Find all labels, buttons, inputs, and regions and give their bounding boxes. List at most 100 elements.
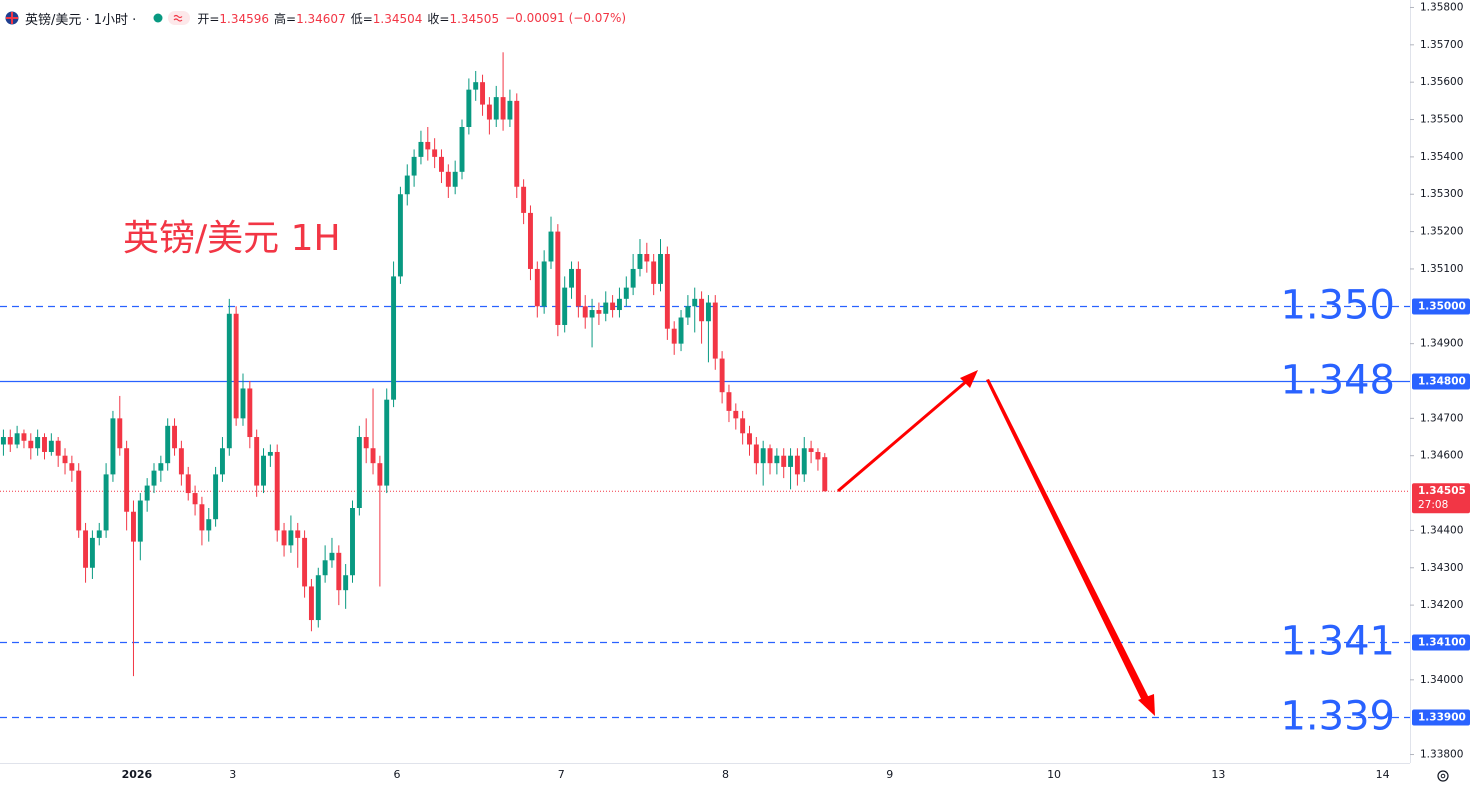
candle-body [548, 231, 554, 262]
approx-badge [168, 11, 191, 25]
candle-body [137, 500, 143, 542]
candle-body [671, 328, 677, 344]
arrow-down-head [1138, 694, 1155, 716]
level-label: 1.339 [1280, 694, 1395, 740]
y-tick-label: 1.35700 [1420, 39, 1463, 51]
candle-body [158, 463, 164, 471]
ohlc-label: 低= [350, 11, 373, 26]
x-tick-label: 6 [393, 768, 400, 781]
candle-body [712, 302, 718, 359]
candle-body [69, 463, 75, 471]
candle-body [89, 537, 95, 568]
candle-body [596, 310, 602, 314]
candle-body [486, 104, 492, 120]
legend-header: 英镑/美元 · 1小时 · 开=1.34596 高=1.34607 低=1.3450… [0, 8, 626, 28]
candle-body [685, 306, 691, 318]
candle-body [767, 448, 773, 464]
change: −0.00091 (−0.07%) [505, 11, 627, 25]
y-tick-label: 1.34900 [1420, 338, 1463, 350]
candle-body [48, 440, 54, 452]
flag-cross [6, 12, 18, 24]
candle-body [0, 437, 6, 445]
candle-body [267, 451, 273, 456]
x-tick-label: 3 [229, 768, 236, 781]
candle-body [541, 261, 547, 307]
candle-body [76, 470, 82, 531]
x-tick-label: 7 [558, 768, 565, 781]
market-open-dot [153, 13, 163, 23]
candle-body [733, 410, 739, 419]
candle-body [452, 171, 458, 187]
candle-body [397, 194, 403, 277]
overlay: 英镑/美元 1H [123, 218, 1155, 716]
candle-body [534, 268, 540, 307]
candle-body [110, 418, 116, 475]
candle-body [760, 448, 766, 464]
candle-body [699, 298, 705, 322]
approx-sign [173, 14, 183, 22]
candle-body [411, 156, 417, 176]
candle-body [527, 212, 533, 269]
candle-body [418, 141, 424, 157]
candle-body [808, 448, 814, 452]
x-tick-label: 8 [722, 768, 729, 781]
y-tick-label: 1.34600 [1420, 450, 1463, 462]
level-badge [1412, 373, 1470, 390]
candle-body [55, 440, 61, 456]
ohlc: 开=1.34596 高=1.34607 低=1.34504 收=1.34505 [192, 10, 499, 27]
ohlc-label: 收= [427, 11, 450, 26]
candle-body [62, 455, 68, 464]
level-badge-label: 1.34800 [1418, 376, 1466, 388]
y-tick-label: 1.34000 [1420, 674, 1463, 686]
y-tick-label: 1.35600 [1420, 76, 1463, 88]
candle-body [815, 451, 821, 460]
candle-body [781, 455, 787, 467]
candle-body [302, 537, 308, 587]
arrow-down-shaft [986, 379, 1150, 703]
candle-body [740, 418, 746, 434]
candle-body [678, 317, 684, 344]
y-tick-label: 1.33800 [1420, 749, 1463, 761]
candle-body [521, 186, 527, 213]
countdown-label: 27:08 [1418, 499, 1448, 511]
candle-body [151, 470, 157, 486]
candle-body [254, 437, 260, 486]
last-price-label: 1.34505 [1418, 485, 1466, 497]
candle-body [719, 358, 725, 393]
candle-body [658, 254, 663, 284]
candle-body [42, 437, 47, 452]
y-tick-label: 1.35800 [1420, 1, 1463, 13]
candle-body [144, 485, 150, 501]
candle-body [247, 388, 253, 438]
candle-body [35, 437, 41, 449]
candle-body [28, 440, 34, 449]
candle-body [219, 448, 225, 475]
candle-body [308, 586, 314, 621]
candle-body [281, 530, 287, 546]
candle-body [377, 463, 383, 486]
candle-body [514, 100, 520, 187]
level-label: 1.341 [1280, 619, 1395, 665]
candle-body [801, 448, 807, 475]
candle-body [96, 530, 102, 538]
settings-icon[interactable] [1437, 770, 1449, 782]
candle-body [343, 575, 349, 591]
axis: 1.33800 1.34000 1.34200 1.34300 1.34400 1.346… [122, 1, 1470, 781]
candle-body [507, 100, 513, 120]
level-badge [1412, 709, 1470, 726]
candle-body [295, 530, 301, 538]
candle-body [664, 254, 670, 329]
candle-body [582, 306, 588, 318]
symbol[interactable]: 英镑/美元 · 1小时 · [25, 12, 137, 28]
level-badge-label: 1.33900 [1418, 712, 1466, 724]
candle-body [466, 89, 472, 127]
candle-body [124, 448, 130, 512]
candle-body [616, 298, 622, 311]
y-tick-label: 1.35300 [1420, 188, 1463, 200]
status-icons [153, 11, 191, 25]
candle-body [726, 392, 732, 411]
candle-body [356, 437, 362, 508]
y-tick-label: 1.35500 [1420, 114, 1463, 126]
